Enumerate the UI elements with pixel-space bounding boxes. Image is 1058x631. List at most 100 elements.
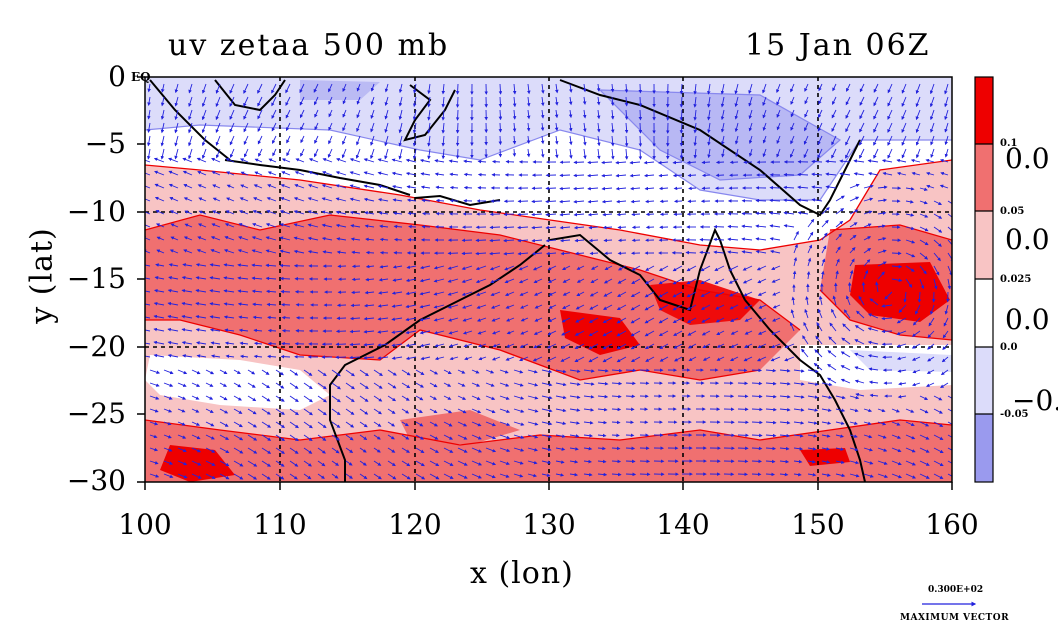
wind-vector [405,278,417,283]
wind-vector [825,172,837,176]
wind-vector [559,225,571,230]
wind-vector [762,83,767,94]
wind-vector [239,158,249,163]
wind-vector [587,186,599,191]
wind-vector [212,184,221,189]
wind-vector [929,109,935,121]
positive-core-east [850,262,950,322]
wind-vector [211,223,221,228]
wind-vector [845,135,851,146]
wind-vector [601,160,613,165]
wind-vector [741,211,753,216]
wind-vector [197,184,207,189]
wind-vector [307,184,319,189]
wind-vector [285,109,291,119]
wind-vector [832,96,837,106]
wind-vector [512,109,517,120]
wind-vector [427,122,431,134]
wind-vector [285,96,291,107]
wind-vector [602,225,613,230]
wind-vector [693,122,697,134]
wind-vector [490,278,501,284]
wind-vector [582,109,587,119]
wind-vector [582,96,587,105]
wind-vector [384,109,389,120]
wind-vector [919,265,927,275]
wind-vector [751,420,763,425]
wind-vector [940,171,949,176]
wind-vector [147,83,151,93]
wind-vector [412,122,417,134]
wind-vector [873,83,879,93]
wind-vector [475,238,487,243]
wind-vector [251,236,263,241]
wind-vector [707,109,711,121]
wind-vector [489,238,501,243]
wind-vector [597,135,601,147]
wind-vector [638,109,643,121]
wind-vector [679,135,684,147]
wind-vector [835,195,845,202]
wind-vector [631,265,641,271]
wind-vector [790,122,795,131]
wind-vector [700,265,711,272]
wind-vector [257,109,263,120]
wind-vector [638,135,643,147]
wind-vector [790,135,795,145]
wind-vector [489,265,501,271]
wind-vector [392,278,403,282]
wind-vector [447,265,459,270]
wind-vector [364,211,375,215]
wind-vector [901,109,907,121]
wind-vector [257,135,263,145]
chart-date: 15 Jan 06Z [745,28,931,63]
wind-vector [644,173,655,178]
wind-vector [610,122,615,134]
wind-vector [630,186,641,191]
wind-vector [559,173,571,178]
wind-vector [793,243,798,254]
wind-vector [365,277,375,282]
wind-vector [832,83,837,92]
wind-vector [285,83,291,94]
wind-vector [576,278,585,283]
wind-vector [363,158,375,163]
wind-vector [293,236,305,241]
wind-vector [455,135,460,147]
wind-vector [905,252,916,258]
wind-vector [877,249,887,254]
wind-vector [540,109,545,119]
wind-vector [891,264,903,269]
wind-vector [734,96,739,108]
wind-vector [265,236,277,241]
wind-vector [933,226,943,233]
wind-vector [818,83,823,92]
wind-vector [398,83,403,94]
wind-vector [807,257,812,267]
wind-vector [293,223,305,228]
wind-vector [658,265,669,272]
wind-vector [377,171,389,176]
wind-vector [174,148,179,160]
wind-vector [659,199,669,204]
wind-vector [863,223,872,228]
wind-vector [887,135,893,146]
wind-vector [610,96,615,107]
wind-vector [576,265,585,270]
wind-vector [748,96,753,107]
y-axis-title: y (lat) [24,227,60,324]
wind-vector [379,264,389,269]
wind-vector [803,135,809,145]
wind-vector [611,420,621,425]
wind-vector [693,109,697,121]
wind-vector [559,186,571,191]
wind-vector [461,251,473,256]
wind-vector [155,210,165,215]
wind-vector [257,83,263,94]
wind-vector [762,109,767,119]
wind-vector [845,122,851,133]
wind-vector [370,83,375,92]
wind-vector [370,135,375,146]
wind-vector [147,109,151,120]
wind-vector [267,328,277,333]
